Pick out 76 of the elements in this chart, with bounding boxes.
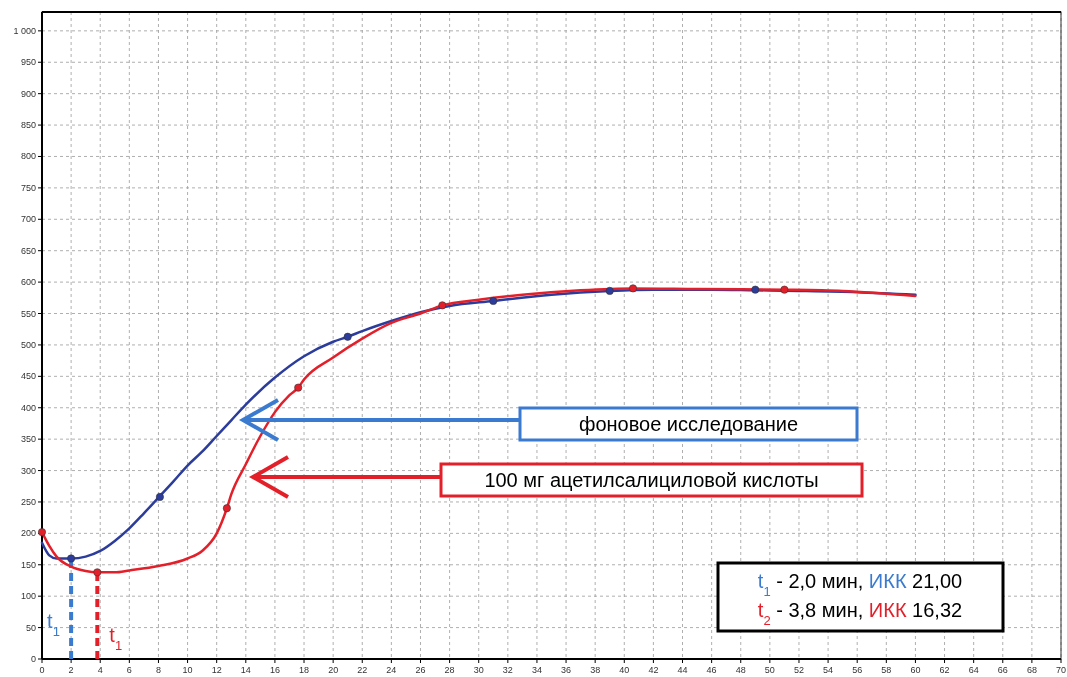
y-tick-label: 350: [20, 434, 36, 445]
x-tick-label: 28: [444, 665, 455, 675]
x-tick-label: 52: [793, 665, 804, 675]
y-tick-label: 850: [20, 120, 36, 131]
y-tick-label: 500: [20, 339, 36, 350]
x-tick-label: 62: [939, 665, 950, 675]
x-tick-label: 38: [590, 665, 601, 675]
x-tick-label: 10: [182, 665, 193, 675]
ref-line-label: t$_{1}$: [47, 610, 60, 639]
x-tick-label: 18: [299, 665, 310, 675]
x-tick-label: 20: [328, 665, 339, 675]
x-tick-label: 12: [211, 665, 222, 675]
y-tick-label: 950: [20, 57, 36, 68]
x-tick-label: 30: [473, 665, 484, 675]
y-tick-label: 450: [20, 371, 36, 382]
x-tick-label: 56: [852, 665, 863, 675]
annotation: фоновое исследование: [578, 413, 799, 435]
y-tick-label: 800: [20, 151, 36, 162]
x-tick-label: 34: [531, 665, 542, 675]
x-tick-label: 60: [910, 665, 921, 675]
point: [155, 492, 164, 501]
x-tick-label: 54: [823, 665, 834, 675]
x-tick-label: 70: [1055, 665, 1067, 675]
x-tick-label: 64: [968, 665, 979, 675]
y-tick-label: 0: [30, 654, 36, 664]
x-tick-label: 22: [357, 665, 368, 675]
point: [38, 528, 46, 537]
x-tick-label: 58: [881, 665, 892, 675]
ref-line-label: t$_{1}$: [109, 624, 123, 653]
point: [629, 284, 637, 293]
x-tick-label: 46: [706, 665, 717, 675]
annotation: 100 мг ацетилсалициловой кислоты: [484, 469, 819, 491]
y-tick-label: 1 000: [13, 25, 36, 36]
y-tick-label: 550: [20, 308, 36, 319]
point: [343, 332, 352, 341]
y-tick-label: 400: [20, 402, 36, 413]
x-tick-label: 44: [677, 665, 688, 675]
y-tick-label: 900: [20, 88, 36, 99]
point: [294, 383, 303, 392]
point: [489, 297, 498, 305]
point: [438, 301, 447, 310]
x-tick-label: 8: [155, 665, 161, 675]
point: [780, 285, 789, 294]
point: [605, 286, 614, 295]
x-tick-label: 48: [735, 665, 746, 675]
point: [222, 504, 231, 513]
y-tick-label: 250: [20, 496, 36, 507]
y-tick-label: 100: [20, 591, 36, 602]
x-tick-label: 40: [619, 665, 630, 675]
y-tick-label: 50: [25, 622, 36, 633]
annotation: t$_{2}$ - 3,8 мин, ИКК 16,32: [757, 599, 963, 628]
x-tick-label: 2: [68, 665, 74, 675]
y-tick-label: 650: [20, 245, 36, 256]
x-tick-label: 16: [269, 665, 280, 675]
x-tick-label: 0: [39, 665, 45, 675]
point: [751, 285, 760, 294]
point: [67, 554, 76, 563]
y-tick-label: 700: [20, 214, 36, 225]
x-tick-label: 4: [97, 665, 103, 675]
x-tick-label: 32: [502, 665, 513, 675]
x-tick-label: 50: [764, 665, 775, 675]
y-tick-label: 150: [20, 559, 36, 570]
x-tick-label: 24: [386, 665, 397, 675]
y-tick-label: 750: [20, 182, 36, 193]
x-tick-label: 42: [648, 665, 659, 675]
x-tick-label: 14: [240, 665, 251, 675]
x-tick-label: 36: [561, 665, 572, 675]
annotation: t$_{1}$ - 2,0 мин, ИКК 21,00: [757, 570, 963, 599]
x-tick-label: 6: [126, 665, 132, 675]
x-tick-label: 26: [415, 665, 426, 675]
x-tick-label: 68: [1026, 665, 1037, 675]
y-tick-label: 600: [20, 277, 36, 288]
x-tick-label: 66: [997, 665, 1008, 675]
y-tick-label: 200: [20, 528, 36, 539]
y-tick-label: 300: [20, 465, 36, 476]
point: [93, 568, 102, 577]
